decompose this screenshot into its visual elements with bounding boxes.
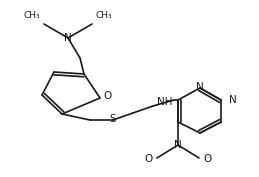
Text: O: O [104,91,112,101]
Text: NH: NH [156,97,172,107]
Text: N: N [196,82,204,92]
Text: O: O [203,154,211,164]
Text: N: N [174,140,182,150]
Text: O: O [145,154,153,164]
Text: N: N [229,95,237,105]
Text: N: N [64,33,72,43]
Text: S: S [110,114,116,124]
Text: CH₃: CH₃ [23,11,40,20]
Text: CH₃: CH₃ [96,11,113,20]
